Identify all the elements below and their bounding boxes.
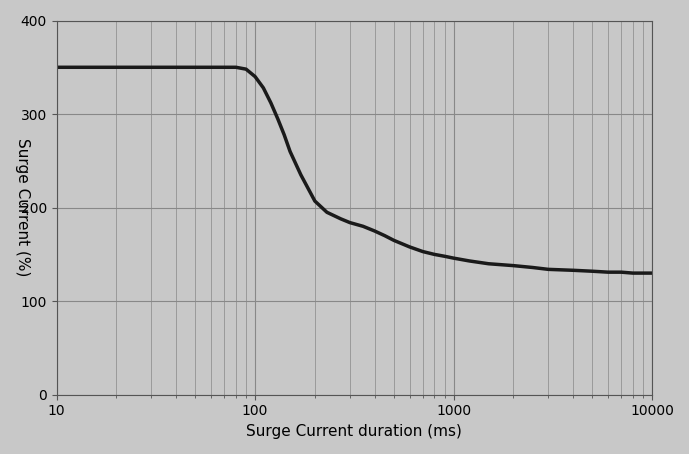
X-axis label: Surge Current duration (ms): Surge Current duration (ms) [247, 424, 462, 439]
Y-axis label: Surge Current (%): Surge Current (%) [15, 138, 30, 277]
